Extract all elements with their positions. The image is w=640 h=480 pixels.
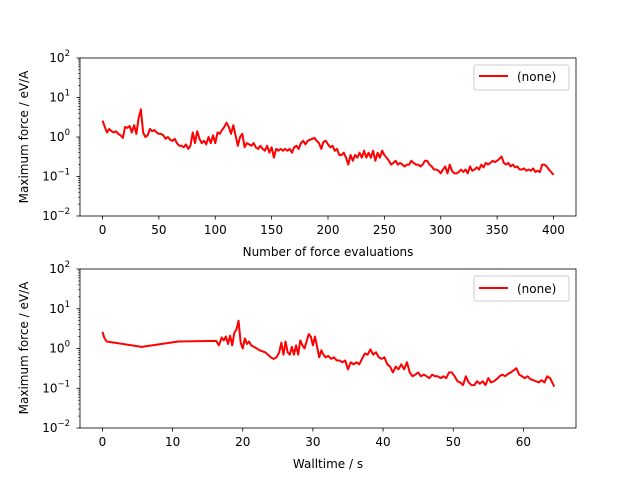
top-y-tick-label-base: 10 — [49, 51, 64, 65]
top-y-axis-label: Maximum force / eV/A — [17, 70, 31, 203]
bottom-legend-box — [473, 275, 570, 302]
top-x-tick-label: 350 — [486, 223, 509, 237]
bottom-x-tick-label: 60 — [516, 435, 531, 449]
top-tick-labels: 0 50 100 150 200 250 300 350 40010−210−110010110… — [42, 49, 565, 237]
bottom-y-tick-label-base: 10 — [49, 302, 64, 316]
bottom-ticks — [76, 268, 524, 432]
top-y-tick-label-exponent: 0 — [65, 128, 70, 138]
bottom-y-tick-label-base: 10 — [42, 421, 57, 435]
top-y-tick-label: 10−1 — [42, 168, 70, 184]
bottom-series-line — [101, 319, 556, 388]
top-y-tick-label-exponent: 2 — [65, 49, 70, 59]
bottom-legend: (none) — [473, 275, 570, 302]
top-x-tick-label: 300 — [429, 223, 452, 237]
top-x-axis-label: Number of force evaluations — [243, 245, 414, 259]
top-y-tick-label-base: 10 — [49, 91, 64, 105]
bottom-x-tick-label: 40 — [375, 435, 390, 449]
bottom-plot-frame — [79, 268, 577, 429]
bottom-x-tick-label: 10 — [165, 435, 180, 449]
top-y-tick-label-exponent: −1 — [57, 168, 70, 178]
bottom-y-tick-label-base: 10 — [49, 262, 64, 276]
bottom-y-tick-label-exponent: −1 — [57, 379, 70, 389]
bottom-y-tick-label-base: 10 — [49, 342, 64, 356]
top-y-tick-label-exponent: 1 — [65, 89, 70, 99]
top-plot-frame — [79, 57, 577, 217]
top-y-tick-label-base: 10 — [42, 170, 57, 184]
bottom-x-tick-label: 50 — [446, 435, 461, 449]
top-x-tick-label: 200 — [317, 223, 340, 237]
bottom-y-tick-label: 10−2 — [42, 419, 70, 435]
bottom-x-tick-label: 20 — [235, 435, 250, 449]
bottom-y-tick-label-exponent: 2 — [65, 260, 70, 270]
bottom-y-tick-label-exponent: −2 — [57, 419, 70, 429]
top-x-tick-label: 0 — [99, 223, 107, 237]
top-y-tick-label: 101 — [49, 89, 70, 105]
bottom-x-tick-label: 0 — [99, 435, 107, 449]
bottom-y-axis-label: Maximum force / eV/A — [17, 281, 31, 414]
bottom-legend-label: (none) — [517, 282, 556, 296]
top-subplot: 0 50 100 150 200 250 300 350 40010−210−110010110… — [17, 49, 577, 259]
top-legend: (none) — [473, 64, 570, 91]
bottom-y-tick-label: 101 — [49, 300, 70, 316]
top-y-tick-label: 10−2 — [42, 207, 70, 223]
top-x-tick-label: 400 — [542, 223, 565, 237]
bottom-y-tick-label: 10−1 — [42, 379, 70, 395]
top-series-line — [101, 108, 555, 176]
bottom-y-tick-label: 102 — [49, 260, 70, 276]
top-legend-label: (none) — [517, 70, 556, 84]
bottom-y-tick-label-exponent: 1 — [65, 300, 70, 310]
bottom-x-tick-label: 30 — [305, 435, 320, 449]
bottom-y-tick-label-base: 10 — [42, 381, 57, 395]
top-legend-box — [473, 64, 570, 91]
top-y-tick-label-exponent: −2 — [57, 207, 70, 217]
top-x-tick-label: 100 — [204, 223, 227, 237]
bottom-x-axis-label: Walltime / s — [293, 457, 363, 471]
top-x-tick-label: 250 — [373, 223, 396, 237]
bottom-y-tick-label-exponent: 0 — [65, 340, 70, 350]
top-y-tick-label-base: 10 — [49, 130, 64, 144]
top-y-tick-label: 102 — [49, 49, 70, 65]
bottom-y-tick-label: 100 — [49, 340, 70, 356]
top-y-tick-label-base: 10 — [42, 209, 57, 223]
top-x-tick-label: 150 — [260, 223, 283, 237]
top-y-tick-label: 100 — [49, 128, 70, 144]
top-x-tick-label: 50 — [151, 223, 166, 237]
